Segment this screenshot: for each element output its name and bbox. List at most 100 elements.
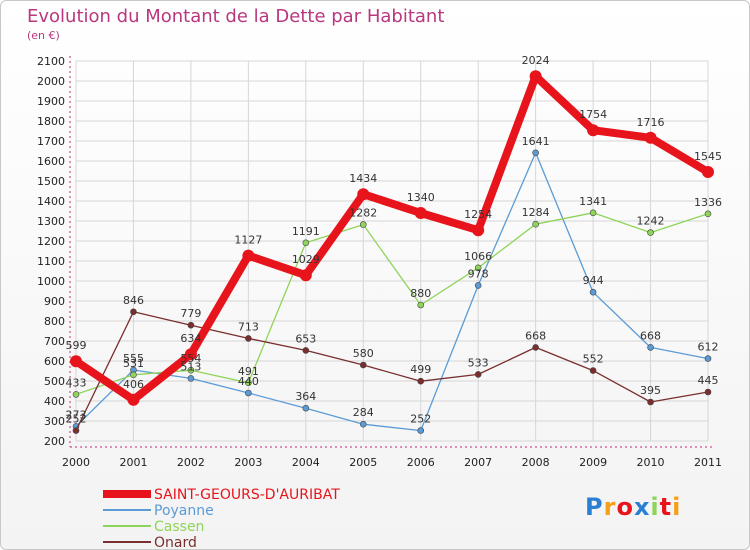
data-label: 1641 [522, 135, 550, 148]
data-label: 1127 [234, 234, 262, 247]
data-label: 1545 [694, 150, 722, 163]
data-label: 555 [123, 352, 144, 365]
data-point [302, 404, 310, 412]
data-label: 273 [66, 408, 87, 421]
data-point [242, 249, 255, 262]
data-point [187, 366, 195, 374]
data-label: 499 [410, 363, 431, 376]
data-label: 284 [353, 406, 374, 419]
logo-letter: o [616, 493, 634, 521]
y-tick-label: 1700 [37, 135, 65, 148]
data-point [130, 371, 137, 379]
data-point [187, 321, 195, 329]
data-label: 395 [640, 384, 661, 397]
y-tick-label: 1200 [37, 235, 65, 248]
data-point [589, 288, 597, 296]
data-label: 252 [66, 413, 87, 426]
series-lines [70, 70, 714, 434]
data-label: 533 [468, 356, 489, 369]
y-tick-label: 1100 [37, 255, 65, 268]
data-label: 668 [640, 329, 661, 342]
data-label: 599 [66, 339, 87, 352]
data-point [589, 367, 597, 374]
data-point [184, 348, 197, 361]
data-point [474, 282, 482, 289]
data-label: 1191 [292, 225, 320, 238]
data-point [532, 220, 539, 228]
series-line [72, 72, 712, 404]
logo-letter: P [585, 493, 604, 521]
logo-letter: x [633, 493, 651, 521]
data-point [474, 371, 482, 378]
series-line [75, 212, 709, 396]
legend-label: Poyanne [154, 503, 214, 519]
x-tick-label: 2001 [119, 456, 147, 469]
y-tick-label: 400 [44, 395, 65, 408]
y-tick-label: 900 [44, 295, 65, 308]
x-tick-label: 2009 [579, 456, 607, 469]
data-point [647, 344, 654, 351]
x-tick-label: 2006 [407, 456, 435, 469]
legend-label: SAINT-GEOURS-D'AURIBAT [154, 487, 340, 503]
data-point [529, 70, 542, 83]
series-line [75, 152, 709, 432]
logo-letter: t [659, 493, 673, 521]
data-point [245, 379, 252, 387]
legend-label: Onard [154, 535, 197, 549]
y-tick-label: 700 [44, 335, 65, 348]
data-point [417, 301, 425, 309]
logo-letter: i [650, 493, 660, 521]
data-label: 580 [353, 347, 374, 360]
data-point [472, 224, 485, 237]
data-point [647, 229, 654, 236]
proxiti-logo: Proxiti [585, 493, 681, 521]
y-tick-label: 1000 [37, 275, 65, 288]
x-tick-label: 2008 [522, 456, 550, 469]
x-tick-label: 2002 [177, 456, 205, 469]
series-line [75, 311, 709, 432]
data-label: 2024 [522, 54, 550, 67]
x-tick-label: 2011 [694, 456, 722, 469]
y-tick-label: 300 [44, 415, 65, 428]
data-label: 1282 [349, 207, 377, 220]
data-point [589, 209, 597, 217]
data-label: 554 [180, 352, 201, 365]
data-point [532, 149, 539, 157]
data-point [187, 375, 195, 382]
data-label: 779 [180, 307, 201, 320]
logo-letter: i [672, 493, 682, 521]
data-label: 1341 [579, 195, 607, 208]
data-label: 713 [238, 320, 259, 333]
data-label: 1242 [637, 215, 665, 228]
data-point [417, 377, 425, 385]
data-point [414, 207, 427, 219]
data-point [245, 335, 252, 342]
x-tick-label: 2000 [62, 456, 90, 469]
data-point [644, 131, 657, 144]
data-point [72, 427, 80, 434]
data-label: 445 [698, 374, 719, 387]
data-point [357, 188, 370, 201]
data-point [359, 420, 367, 428]
y-tick-label: 1300 [37, 215, 65, 228]
axes: 200 300 400 500 600 700 800 900 1000 1100 1200 1300… [37, 55, 722, 469]
data-label: 880 [410, 287, 431, 300]
data-label: 513 [180, 360, 201, 373]
data-label: 1029 [292, 253, 320, 266]
data-label: 531 [123, 357, 144, 370]
data-point [127, 393, 140, 406]
data-label: 1754 [579, 108, 607, 121]
data-label: 1340 [407, 191, 435, 204]
data-point [704, 210, 712, 218]
data-point [359, 361, 367, 369]
data-label: 1434 [349, 172, 377, 185]
data-label: 1254 [464, 208, 492, 221]
data-point [70, 355, 82, 368]
grid [75, 60, 709, 442]
data-point [587, 124, 600, 137]
data-label: 406 [123, 378, 144, 391]
y-tick-label: 1900 [37, 95, 65, 108]
data-point [299, 269, 312, 282]
y-tick-label: 2000 [37, 75, 65, 88]
